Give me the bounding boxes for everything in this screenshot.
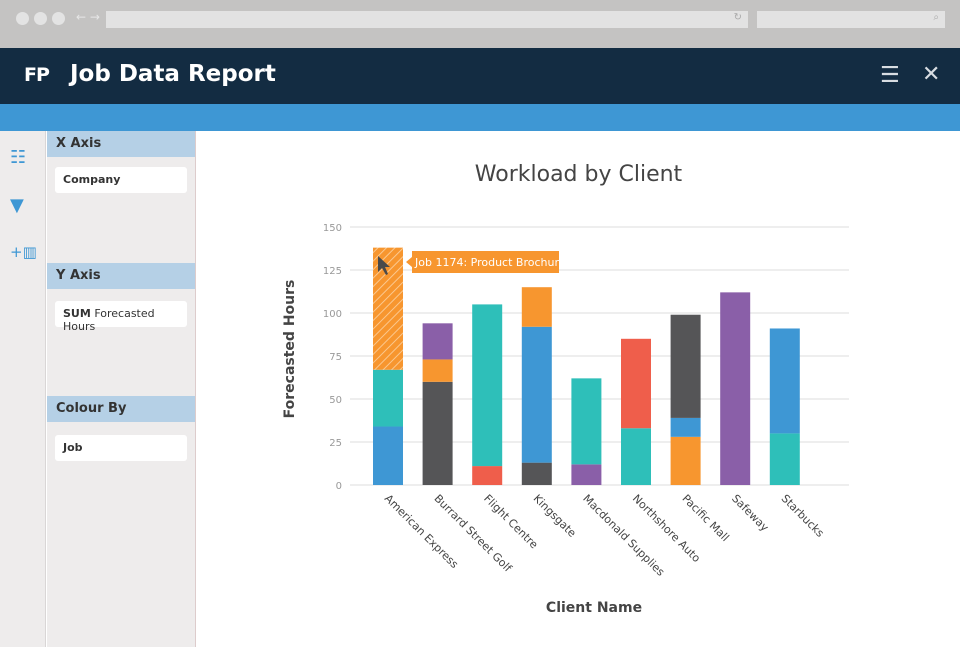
bar-segment-teal[interactable]: [769, 433, 800, 485]
chart-area: Workload by Client 0 25 50 75 100 125 150 Ameri…: [197, 131, 960, 647]
config-panel: X Axis Company Y Axis SUM Forecasted Hou…: [47, 131, 196, 647]
tooltip-box: [406, 251, 559, 273]
window-minimize-dot[interactable]: [34, 12, 47, 25]
hamburger-menu-icon[interactable]: ☰: [880, 63, 900, 88]
cursor-icon: [378, 256, 390, 275]
icon-rail: ☷ ▼ +▥: [0, 131, 46, 647]
y-axis-field[interactable]: SUM Forecasted Hours: [55, 301, 187, 333]
y-axis-heading: Y Axis: [47, 263, 195, 289]
page-title: Job Data Report: [70, 61, 276, 87]
bar-segment-red[interactable]: [621, 338, 651, 429]
window-maximize-dot[interactable]: [52, 12, 65, 25]
sliders-icon[interactable]: ☷: [10, 147, 27, 168]
colour-by-field[interactable]: Job: [55, 435, 187, 461]
bar-segment-red[interactable]: [472, 466, 503, 485]
chart-title: Workload by Client: [474, 162, 683, 187]
bar-segment-blue[interactable]: [521, 326, 552, 463]
tooltip-text: Job 1174: Product Brochure: [414, 256, 566, 269]
y-tick-label: 25: [329, 438, 342, 449]
browser-chrome: ← → ↻ ⌕: [0, 0, 960, 48]
x-axis-heading: X Axis: [47, 131, 195, 157]
close-icon[interactable]: ✕: [922, 62, 941, 87]
y-tick-label: 125: [323, 266, 342, 277]
aggregate-label: SUM: [63, 307, 91, 320]
add-column-icon[interactable]: +▥: [10, 243, 37, 261]
y-tick-label: 50: [329, 395, 342, 406]
bar-segment-dark[interactable]: [670, 314, 701, 418]
bar-segment-teal[interactable]: [472, 304, 503, 467]
bar-segment-blue[interactable]: [373, 426, 403, 485]
logo: FP: [24, 64, 50, 86]
bar-segment-purple[interactable]: [422, 323, 453, 360]
reload-icon[interactable]: ↻: [733, 12, 742, 23]
back-forward-icon[interactable]: ← →: [76, 10, 100, 24]
bar-segment-orange[interactable]: [422, 359, 453, 382]
bar-segment-teal[interactable]: [621, 428, 651, 485]
bar-segment-dark[interactable]: [521, 462, 552, 485]
bar-segment-orange[interactable]: [521, 287, 552, 327]
app-header: FP Job Data Report ☰ ✕: [0, 48, 960, 104]
y-axis-value: Forecasted Hours: [63, 307, 155, 333]
search-icon: ⌕: [933, 12, 939, 23]
bar-segment-purple[interactable]: [571, 464, 602, 485]
bar-segment-orange[interactable]: [670, 436, 701, 485]
bar-segment-blue[interactable]: [769, 328, 800, 434]
colour-by-heading: Colour By: [47, 396, 195, 422]
x-axis-field[interactable]: Company: [55, 167, 187, 193]
bar-segment-purple[interactable]: [720, 292, 751, 485]
bar-segment-dark[interactable]: [422, 381, 453, 485]
x-tick-label: Safeway: [729, 492, 771, 534]
bar-segment-teal[interactable]: [373, 369, 403, 427]
bar-segment-teal[interactable]: [571, 378, 602, 465]
y-tick-label: 100: [323, 309, 342, 320]
x-axis-title: Client Name: [546, 600, 642, 616]
bar-segment-blue[interactable]: [670, 417, 701, 437]
y-tick-label: 0: [336, 481, 342, 492]
address-bar[interactable]: ↻: [106, 11, 748, 28]
toolbar-strip: [0, 104, 960, 131]
y-tick-label: 150: [323, 223, 342, 234]
x-tick-label: Macdonald Supplies: [580, 492, 667, 579]
browser-search[interactable]: ⌕: [757, 11, 945, 28]
x-tick-label: Starbucks: [779, 492, 827, 540]
y-axis-title: Forecasted Hours: [282, 280, 298, 419]
window-close-dot[interactable]: [16, 12, 29, 25]
filter-icon[interactable]: ▼: [10, 195, 24, 216]
x-tick-label: Kingsgate: [531, 492, 579, 540]
y-tick-label: 75: [329, 352, 342, 363]
x-tick-label: Pacific Mall: [679, 492, 731, 544]
